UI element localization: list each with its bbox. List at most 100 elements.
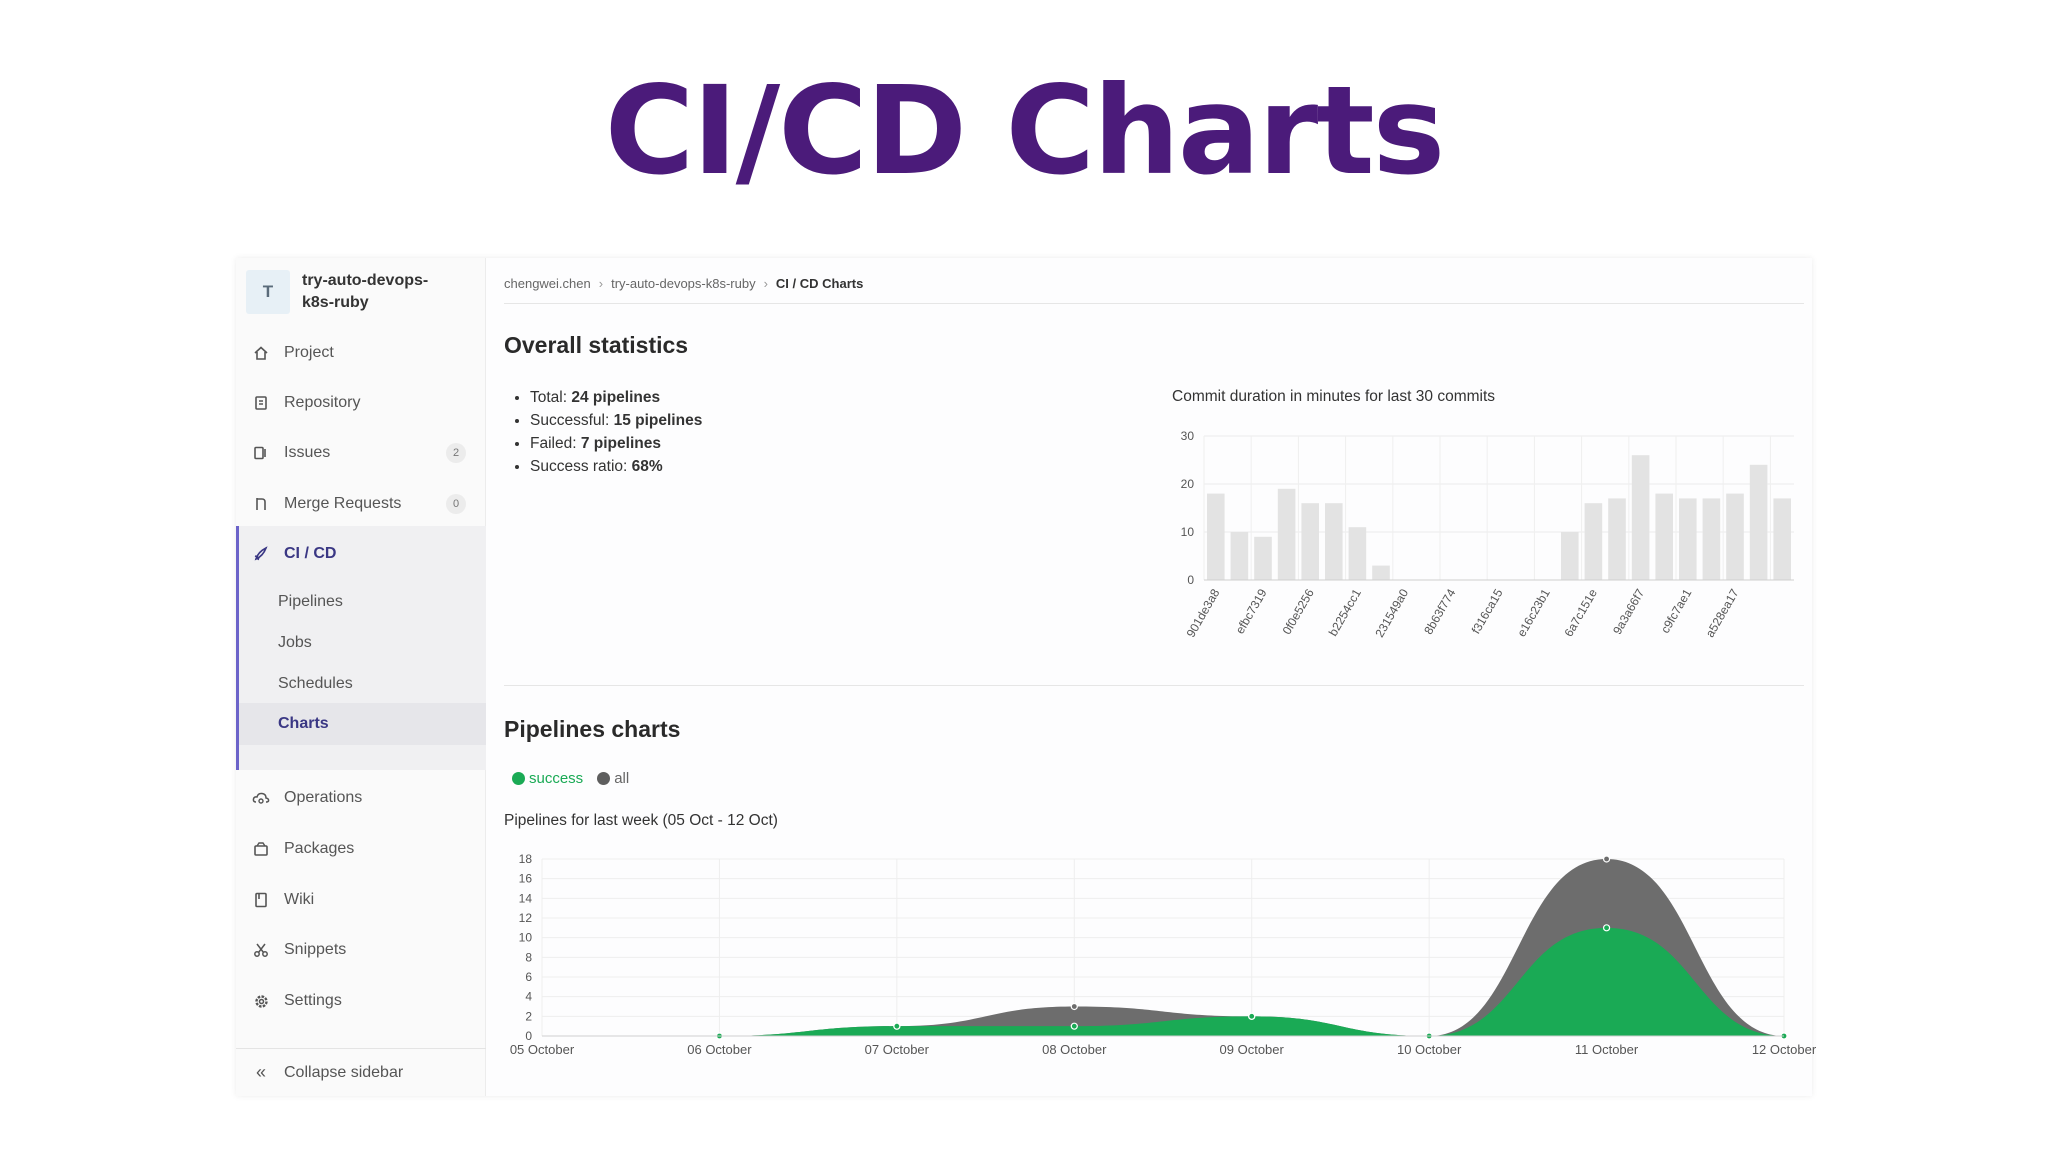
stat-value: 15 pipelines <box>613 412 703 429</box>
sidebar-item-snippets[interactable]: Snippets <box>236 928 486 972</box>
project-header[interactable]: T try-auto-devops-k8s-ruby <box>246 264 482 320</box>
series-area-success <box>542 927 1784 1036</box>
sidebar-item-operations[interactable]: Operations <box>236 776 486 820</box>
sidebar-subitem-schedules[interactable]: Schedules <box>278 675 353 692</box>
breadcrumb-project[interactable]: try-auto-devops-k8s-ruby <box>611 275 756 291</box>
sidebar-item-wiki[interactable]: Wiki <box>236 878 486 922</box>
y-tick-label: 16 <box>519 872 533 886</box>
gear-icon <box>250 990 272 1012</box>
y-tick-label: 4 <box>525 990 532 1004</box>
x-tick-label: 9a3a66f7 <box>1610 586 1647 637</box>
duration-bar <box>1207 493 1225 580</box>
project-name: try-auto-devops-k8s-ruby <box>302 272 429 311</box>
legend-label: success <box>529 770 584 787</box>
x-tick-label: a528ea17 <box>1703 586 1742 640</box>
duration-bar <box>1773 498 1791 580</box>
y-tick-label: 0 <box>1187 573 1194 587</box>
issues-count-badge: 2 <box>446 443 466 463</box>
breadcrumb-separator-icon: › <box>598 275 604 291</box>
sidebar-item-label: Merge Requests <box>284 495 402 512</box>
duration-bar <box>1608 498 1626 580</box>
app-window: T try-auto-devops-k8s-ruby Project Repos… <box>236 258 1816 1096</box>
duration-bar <box>1749 464 1768 580</box>
statistics-list: Total: 24 pipelines Successful: 15 pipel… <box>530 386 702 478</box>
breadcrumb-user[interactable]: chengwei.chen <box>504 275 591 291</box>
x-tick-label: 09 October <box>1219 1042 1284 1057</box>
breadcrumb-separator-icon: › <box>763 275 768 291</box>
x-tick-label: e16c23b1 <box>1514 586 1553 639</box>
sidebar-item-issues[interactable]: Issues 2 <box>236 431 486 475</box>
duration-bar <box>1325 503 1343 580</box>
sidebar-item-merge-requests[interactable]: Merge Requests 0 <box>236 482 486 526</box>
cloud-gear-icon <box>250 787 272 809</box>
pipelines-week-chart-title: Pipelines for last week (05 Oct - 12 Oct… <box>504 812 778 829</box>
sidebar-item-label: Operations <box>284 789 363 806</box>
stat-successful: Successful: 15 pipelines <box>530 409 702 432</box>
sidebar-item-project[interactable]: Project <box>236 331 486 375</box>
pipelines-charts-heading: Pipelines charts <box>504 716 681 742</box>
sidebar-item-label: Packages <box>284 840 355 857</box>
stat-success-ratio: Success ratio: 68% <box>530 455 702 478</box>
duration-bar <box>1702 498 1721 580</box>
project-avatar: T <box>246 270 290 314</box>
package-icon <box>250 838 272 860</box>
collapse-sidebar-button[interactable]: « Collapse sidebar <box>236 1048 486 1096</box>
y-tick-label: 0 <box>525 1029 532 1043</box>
stat-failed: Failed: 7 pipelines <box>530 432 702 455</box>
data-point <box>1070 1002 1078 1011</box>
sidebar-item-settings[interactable]: Settings <box>236 979 486 1023</box>
duration-bar <box>1726 493 1744 580</box>
x-tick-label: 05 October <box>509 1042 575 1057</box>
duration-bar <box>1254 536 1272 580</box>
sidebar-subitem-pipelines[interactable]: Pipelines <box>278 593 343 610</box>
merge-request-icon <box>250 493 272 515</box>
legend-label: all <box>614 770 630 787</box>
sidebar-subitem-charts[interactable]: Charts <box>239 703 486 745</box>
sidebar-item-cicd[interactable]: CI / CD <box>236 532 486 576</box>
y-tick-label: 10 <box>519 931 533 945</box>
stat-value: 68% <box>631 458 663 475</box>
x-tick-label: 0f0e5256 <box>1280 586 1317 637</box>
x-tick-label: 6a7c151e <box>1562 586 1601 639</box>
duration-bar <box>1631 455 1650 580</box>
y-tick-label: 2 <box>525 1009 532 1023</box>
wiki-icon <box>250 889 272 911</box>
sidebar-item-label: Wiki <box>284 891 315 908</box>
legend-item-success[interactable]: success <box>512 770 583 787</box>
sidebar-item-repository[interactable]: Repository <box>236 381 486 425</box>
data-point <box>1248 1012 1256 1020</box>
all-dot-icon <box>597 772 611 785</box>
y-tick-label: 8 <box>525 950 532 964</box>
y-tick-label: 14 <box>519 891 533 905</box>
divider <box>504 685 1804 686</box>
sidebar-item-label: Issues <box>284 444 331 461</box>
sidebar-item-label: CI / CD <box>284 545 337 562</box>
breadcrumb-current[interactable]: CI / CD Charts <box>775 275 864 291</box>
x-tick-label: 07 October <box>864 1042 929 1057</box>
x-tick-label: 10 October <box>1396 1042 1462 1057</box>
x-tick-label: 11 October <box>1574 1042 1639 1057</box>
duration-bar <box>1584 503 1603 580</box>
sidebar-item-packages[interactable]: Packages <box>236 827 486 871</box>
double-chevron-left-icon: « <box>255 1062 266 1082</box>
stat-total: Total: 24 pipelines <box>530 386 702 409</box>
x-tick-label: efbc7319 <box>1233 586 1270 636</box>
overall-statistics-heading: Overall statistics <box>504 332 689 358</box>
sidebar-subitem-jobs[interactable]: Jobs <box>278 634 312 651</box>
sidebar-item-label: Repository <box>284 394 361 411</box>
stat-label: Successful: <box>530 412 610 429</box>
legend-item-all[interactable]: all <box>597 770 629 787</box>
main-content: chengwei.chen › try-auto-devops-k8s-ruby… <box>504 258 1816 1096</box>
data-point <box>1602 924 1611 932</box>
commit-duration-chart-title: Commit duration in minutes for last 30 c… <box>1172 388 1496 405</box>
commit-duration-chart: 0 10 20 30 901de3a8 efbc7319 0f0e5256 b2254cc1 2… <box>1181 429 1794 640</box>
slide-title: CI/CD Charts <box>604 60 1446 202</box>
stat-label: Total: <box>530 389 568 406</box>
y-tick-label: 12 <box>519 911 533 925</box>
sidebar-item-label: Settings <box>284 992 342 1009</box>
collapse-sidebar-label: Collapse sidebar <box>284 1063 404 1081</box>
data-point <box>893 1022 901 1030</box>
x-tick-label: 901de3a8 <box>1184 586 1223 640</box>
y-tick-label: 18 <box>519 852 533 866</box>
x-tick-label: 12 October <box>1751 1042 1817 1057</box>
